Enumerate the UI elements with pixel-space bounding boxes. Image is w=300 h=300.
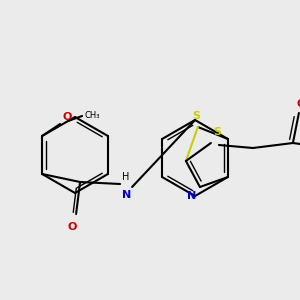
Text: O: O	[62, 112, 71, 122]
Text: N: N	[122, 190, 131, 200]
Text: O: O	[68, 222, 77, 232]
Text: S: S	[192, 111, 200, 121]
Text: N: N	[187, 191, 196, 201]
Text: O: O	[296, 99, 300, 109]
Text: H: H	[122, 172, 130, 182]
Text: S: S	[213, 127, 221, 137]
Text: CH₃: CH₃	[84, 112, 100, 121]
